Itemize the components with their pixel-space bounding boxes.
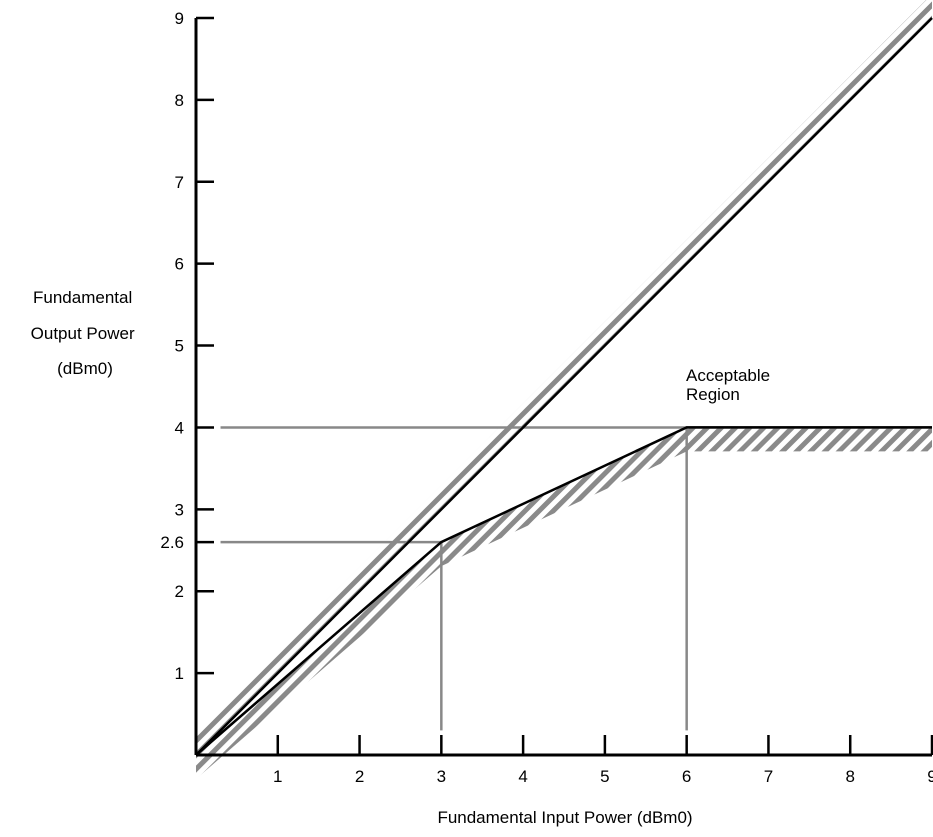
y-tick-label-6: 6 — [175, 255, 184, 274]
y-tick-label-9: 9 — [175, 9, 184, 28]
x-tick-label-8: 9 — [927, 767, 933, 786]
hatch-band-1 — [196, 427, 932, 779]
x-tick-label-4: 5 — [600, 767, 609, 786]
y-axis-title-line-3: (dBm0) — [57, 359, 113, 378]
y-tick-label-8: 8 — [175, 91, 184, 110]
y-axis-title-line-2: Output Power — [31, 324, 135, 343]
series-line-1 — [195, 426, 932, 756]
y-tick-label-5: 5 — [175, 337, 184, 356]
x-tick-label-3: 4 — [518, 767, 527, 786]
y-tick-label-4: 4 — [175, 418, 184, 437]
x-tick-label-0: 1 — [273, 767, 282, 786]
x-tick-label-5: 6 — [682, 767, 691, 786]
y-tick-label-0: 1 — [175, 664, 184, 683]
hatch-bands — [196, 0, 932, 779]
x-axis-title: Fundamental Input Power (dBm0) — [437, 808, 692, 827]
reference-lines — [220, 426, 932, 731]
y-tick-label-3: 3 — [175, 500, 184, 519]
x-tick-label-2: 3 — [437, 767, 446, 786]
y-tick-label-2: 2.6 — [160, 533, 184, 552]
x-tick-label-7: 8 — [845, 767, 854, 786]
x-tick-label-6: 7 — [764, 767, 773, 786]
acceptable-region-label: Acceptable Region — [686, 366, 775, 404]
ticks: 1 2 3 4 5 6 7 8 9 1 2 2.6 3 4 5 6 7 8 9 — [160, 9, 933, 786]
series-line-0 — [195, 17, 933, 756]
y-tick-label-1: 2 — [175, 582, 184, 601]
x-tick-label-1: 2 — [355, 767, 364, 786]
axes — [194, 18, 932, 757]
hatch-band-0 — [196, 0, 932, 755]
y-tick-label-7: 7 — [175, 173, 184, 192]
y-axis-title: Fundamental Output Power (dBm0) — [31, 288, 140, 378]
y-axis-title-line-1: Fundamental — [33, 288, 132, 307]
acceptable-region-label-line-1: Acceptable — [686, 366, 770, 385]
series-lines — [195, 17, 933, 756]
acceptable-region-label-line-2: Region — [686, 385, 740, 404]
